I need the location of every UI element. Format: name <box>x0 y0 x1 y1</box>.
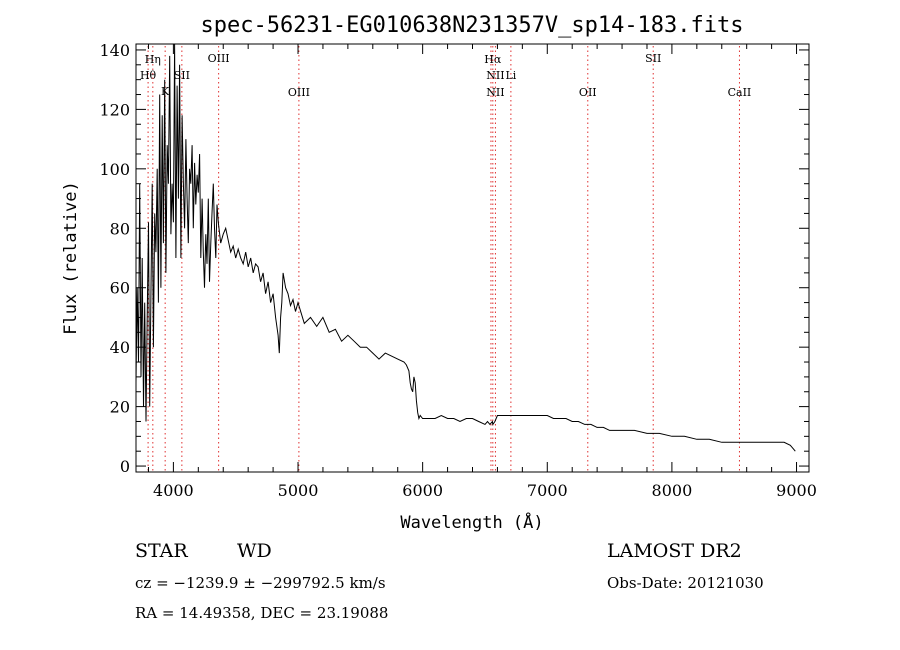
survey-name: LAMOST DR2 <box>607 540 742 562</box>
coordinates-readout: RA = 14.49358, DEC = 23.19088 <box>135 604 389 622</box>
spectral-line-label: SII <box>645 52 661 65</box>
spectral-line-label: OIII <box>288 86 310 99</box>
chart-title: spec-56231-EG010638N231357V_sp14-183.fit… <box>200 13 743 38</box>
y-tick-label: 40 <box>110 338 130 357</box>
y-tick-label: 120 <box>99 100 130 119</box>
spectral-line-label: Hα <box>484 53 502 66</box>
spectral-line-label: NII <box>486 86 504 99</box>
spectral-line-label: CaII <box>728 86 752 99</box>
object-class: STAR <box>135 540 188 562</box>
spectral-line-label: Hη <box>145 53 161 66</box>
spectral-line-label: OII <box>579 86 597 99</box>
x-tick-label: 4000 <box>153 481 194 500</box>
spectral-line-label: NII <box>486 69 504 82</box>
y-tick-label: 140 <box>99 41 130 60</box>
spectrum-line <box>135 43 796 452</box>
y-axis-label: Flux (relative) <box>61 181 81 335</box>
y-tick-label: 20 <box>110 398 130 417</box>
spectral-line-label: K <box>161 85 170 98</box>
y-tick-label: 100 <box>99 160 130 179</box>
spectral-line-label: Li <box>505 69 516 82</box>
x-tick-label: 8000 <box>652 481 693 500</box>
object-subclass: WD <box>237 540 272 562</box>
y-tick-label: 80 <box>110 219 130 238</box>
y-tick-label: 60 <box>110 279 130 298</box>
x-tick-label: 7000 <box>527 481 568 500</box>
x-tick-label: 6000 <box>402 481 443 500</box>
x-tick-label: 5000 <box>278 481 319 500</box>
y-axis: 0 20 40 60 80 100 120 140 <box>99 41 809 476</box>
obs-date: Obs-Date: 20121030 <box>607 574 764 592</box>
spectral-line-label: Hθ <box>140 69 157 82</box>
spectral-line-label: OIII <box>208 52 230 65</box>
y-tick-label: 0 <box>120 457 130 476</box>
x-axis: 4000 5000 6000 7000 8000 9000 <box>147 44 817 500</box>
velocity-readout: cz = −1239.9 ± −299792.5 km/s <box>135 574 386 592</box>
plot-frame <box>135 43 810 473</box>
spectral-line-label: SII <box>174 69 190 82</box>
x-tick-label: 9000 <box>776 481 817 500</box>
x-axis-label: Wavelength (Å) <box>400 511 543 533</box>
